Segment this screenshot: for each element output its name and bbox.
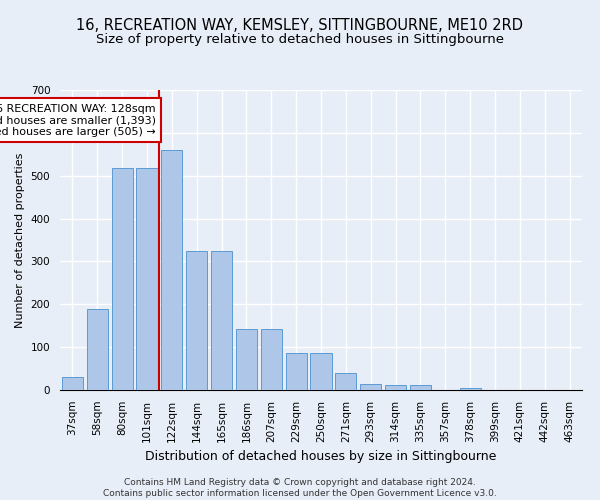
Bar [87,308,108,390]
Bar [310,352,332,390]
Bar [62,377,83,390]
Bar [236,328,257,390]
Text: Contains HM Land Registry data © Crown copyright and database right 2024.
Contai: Contains HM Land Registry data © Crown c… [103,478,497,498]
Bar [161,150,182,390]
Bar [410,386,431,390]
Bar [136,168,158,390]
Bar [261,328,282,390]
Bar [335,373,356,390]
Y-axis label: Number of detached properties: Number of detached properties [15,152,25,328]
Bar [286,352,307,390]
X-axis label: Distribution of detached houses by size in Sittingbourne: Distribution of detached houses by size … [145,450,497,463]
Bar [112,168,133,390]
Bar [360,384,381,390]
Bar [460,388,481,390]
Bar [385,386,406,390]
Bar [186,250,207,390]
Text: 16, RECREATION WAY, KEMSLEY, SITTINGBOURNE, ME10 2RD: 16, RECREATION WAY, KEMSLEY, SITTINGBOUR… [77,18,523,32]
Bar [211,250,232,390]
Text: Size of property relative to detached houses in Sittingbourne: Size of property relative to detached ho… [96,32,504,46]
Text: 16 RECREATION WAY: 128sqm
← 73% of detached houses are smaller (1,393)
26% of se: 16 RECREATION WAY: 128sqm ← 73% of detac… [0,104,156,137]
